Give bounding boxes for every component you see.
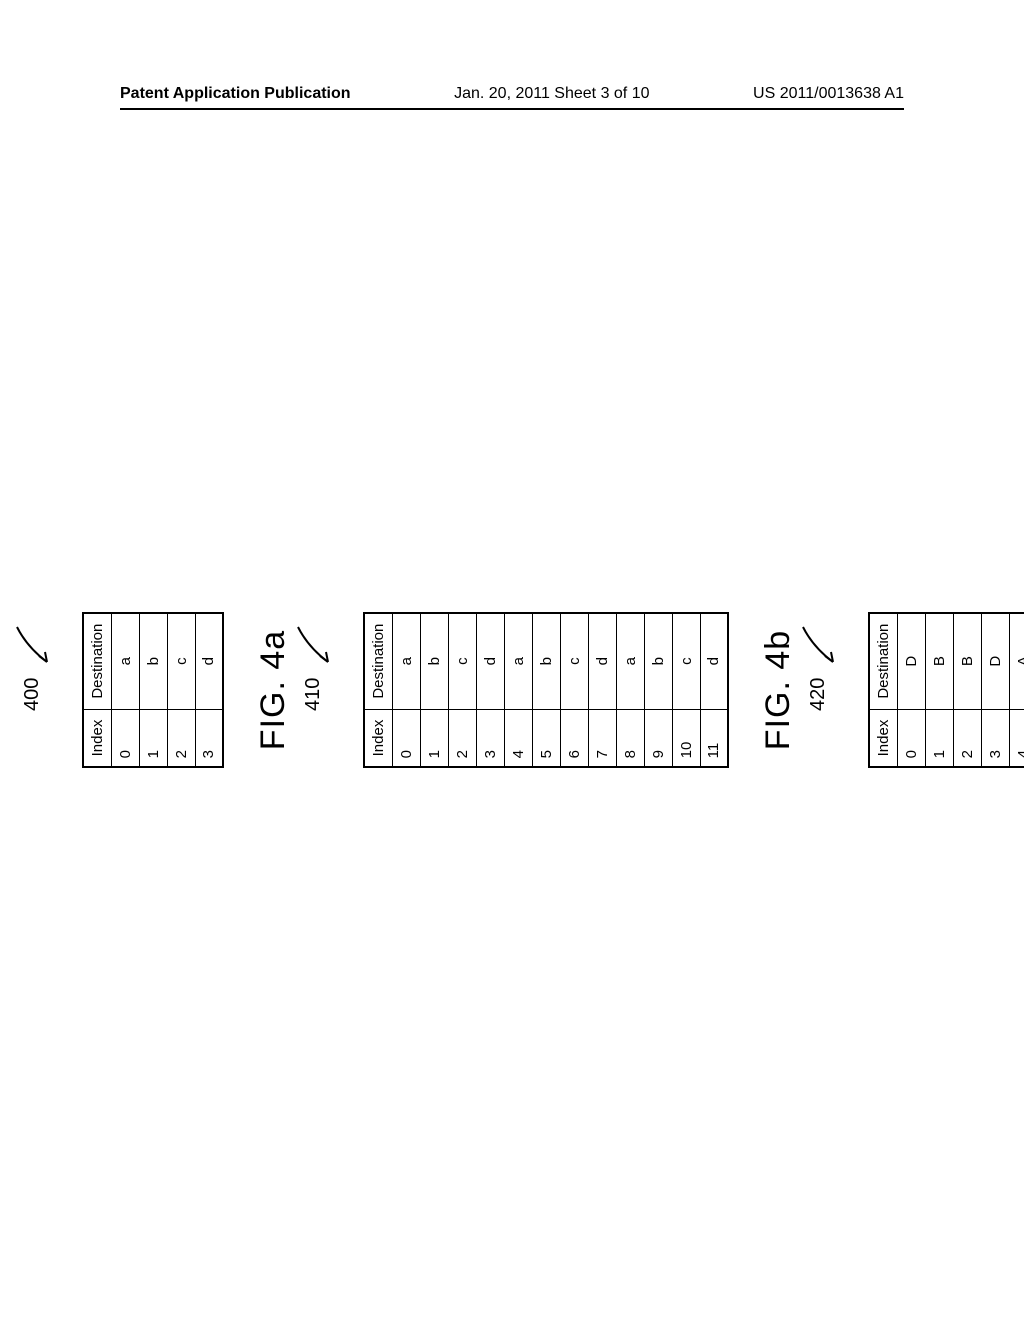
table-4a: Index Destination 0a 1b 2c 3d xyxy=(82,612,224,769)
ref-410: 410 xyxy=(293,622,333,711)
col-destination: Destination xyxy=(869,613,897,710)
table-row: 7d xyxy=(588,613,616,768)
col-index: Index xyxy=(83,709,111,767)
figure-content: 400 Index Destination 0a 1b 2c 3d FIG. 4… xyxy=(0,178,1024,1202)
ref-420: 420 xyxy=(798,622,838,711)
ref-number: 410 xyxy=(302,678,325,711)
table-row: 4a xyxy=(504,613,532,768)
col-index: Index xyxy=(869,709,897,767)
table-row: 0D xyxy=(897,613,925,768)
table-row: 6c xyxy=(560,613,588,768)
arrow-icon xyxy=(12,622,52,672)
table-row: 1b xyxy=(420,613,448,768)
table-row: 2c xyxy=(448,613,476,768)
table-row: 3d xyxy=(195,613,223,768)
arrow-icon xyxy=(293,622,333,672)
header-right: US 2011/0013638 A1 xyxy=(753,85,904,103)
table-row: 11d xyxy=(700,613,728,768)
table-row: 1b xyxy=(139,613,167,768)
figure-4b: 410 Index Destination 0a 1b 2c 3d 4a 5b … xyxy=(293,612,798,769)
ref-400: 400 xyxy=(12,622,52,711)
table-4b: Index Destination 0a 1b 2c 3d 4a 5b 6c 7… xyxy=(363,612,729,769)
col-index: Index xyxy=(364,709,392,767)
table-row: 5b xyxy=(532,613,560,768)
header-rule xyxy=(120,108,904,110)
table-row: 0a xyxy=(392,613,420,768)
table-row: 3D xyxy=(981,613,1009,768)
table-row: 10c xyxy=(672,613,700,768)
header-center: Jan. 20, 2011 Sheet 3 of 10 xyxy=(454,85,649,103)
page-header: Patent Application Publication Jan. 20, … xyxy=(0,85,1024,103)
table-4c: Index Destination 0D 1B 2B 3D 4A 5C 6A 7… xyxy=(868,612,1024,769)
header-left: Patent Application Publication xyxy=(120,85,351,103)
table-4c-body: 0D 1B 2B 3D 4A 5C 6A 7D 8C 9B 10C 11A xyxy=(897,613,1024,768)
arrow-icon xyxy=(798,622,838,672)
figure-4a: 400 Index Destination 0a 1b 2c 3d FIG. 4… xyxy=(12,612,293,769)
table-row: 9b xyxy=(644,613,672,768)
table-row: 1B xyxy=(925,613,953,768)
table-row: 4A xyxy=(1009,613,1024,768)
table-row: 2B xyxy=(953,613,981,768)
table-4b-body: 0a 1b 2c 3d 4a 5b 6c 7d 8a 9b 10c 11d xyxy=(392,613,728,768)
table-row: 8a xyxy=(616,613,644,768)
table-4a-body: 0a 1b 2c 3d xyxy=(111,613,223,768)
figure-4c: 420 Index Destination 0D 1B 2B 3D 4A 5C … xyxy=(798,612,1024,769)
fig-label-4a: FIG. 4a xyxy=(254,630,293,750)
table-row: 2c xyxy=(167,613,195,768)
table-row: 3d xyxy=(476,613,504,768)
col-destination: Destination xyxy=(364,613,392,710)
ref-number: 400 xyxy=(21,678,44,711)
table-row: 0a xyxy=(111,613,139,768)
col-destination: Destination xyxy=(83,613,111,710)
ref-number: 420 xyxy=(807,678,830,711)
fig-label-4b: FIG. 4b xyxy=(759,630,798,750)
